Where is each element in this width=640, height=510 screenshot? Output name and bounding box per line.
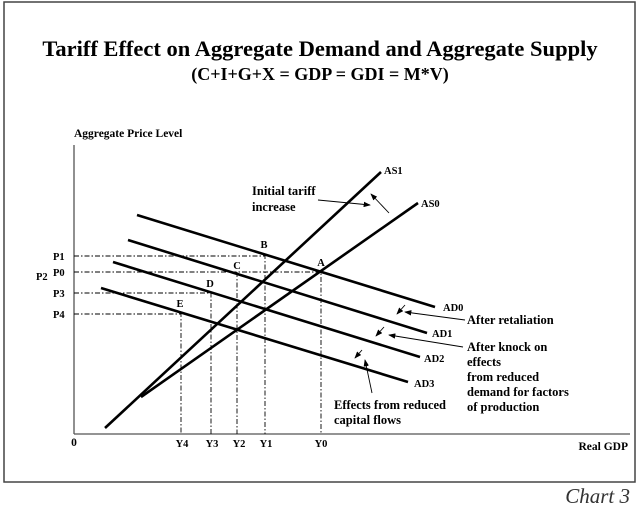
point-a: A: [317, 258, 325, 269]
frame: [3, 1, 636, 483]
capital-flows-arrow: [363, 359, 373, 394]
guide-b: [74, 255, 266, 434]
origin-label: 0: [71, 437, 77, 449]
chart-number: Chart 3: [565, 484, 630, 508]
knock-on-label-line2: effects: [467, 355, 501, 369]
price-p3: P3: [53, 289, 65, 300]
price-p2: P2: [36, 272, 48, 283]
output-y3: Y3: [206, 439, 219, 450]
point-c: C: [233, 261, 241, 272]
ad2-curve: [112, 260, 421, 359]
after-retaliation-label: After retaliation: [467, 313, 554, 327]
as-shift-arrow: [370, 193, 390, 214]
output-y0: Y0: [315, 439, 328, 450]
output-y2: Y2: [233, 439, 246, 450]
capital-flows-label-line1: Effects from reduced: [334, 398, 446, 412]
ad3-curve: [100, 286, 409, 384]
price-p4: P4: [53, 310, 65, 321]
chart-subtitle: (C+I+G+X = GDP = GDI = M*V): [191, 64, 449, 85]
knock-on-label-line1: After knock on: [467, 340, 547, 354]
initial-tariff-label-line2: increase: [252, 200, 296, 214]
output-y4: Y4: [176, 439, 190, 450]
y-axis-label: Aggregate Price Level: [74, 128, 182, 140]
price-p0: P0: [53, 268, 65, 279]
guide-e: [74, 313, 182, 434]
price-p1: P1: [53, 252, 65, 263]
ad2-label: AD2: [424, 354, 444, 365]
ad1-curve: [127, 238, 428, 335]
as1-curve: [104, 171, 382, 429]
point-b: B: [260, 240, 267, 251]
knock-on-label-line5: of production: [467, 400, 539, 414]
after-retaliation-arrow: [404, 310, 466, 321]
ad3-label: AD3: [414, 379, 434, 390]
ad0-label: AD0: [443, 303, 463, 314]
ad-shift-arrow-1: [396, 304, 406, 315]
capital-flows-label-line2: capital flows: [334, 413, 401, 427]
knock-on-label-line3: from reduced: [467, 370, 539, 384]
x-axis-label: Real GDP: [578, 441, 628, 453]
knock-on-label-line4: demand for factors: [467, 385, 569, 399]
ad-shift-arrow-2: [375, 326, 385, 337]
output-y1: Y1: [260, 439, 273, 450]
as0-curve: [140, 201, 419, 399]
ad0-curve: [136, 213, 436, 309]
knock-on-arrow: [388, 333, 464, 348]
point-e: E: [176, 299, 183, 310]
chart-title: Tariff Effect on Aggregate Demand and Ag…: [42, 36, 598, 61]
ad-shift-arrow-3: [354, 349, 363, 359]
ad1-label: AD1: [432, 329, 452, 340]
initial-tariff-label-line1: Initial tariff: [252, 184, 316, 198]
guide-a: [74, 271, 322, 434]
as0-label: AS0: [421, 199, 440, 210]
as1-label: AS1: [384, 166, 403, 177]
point-d: D: [206, 279, 214, 290]
initial-tariff-arrow: [317, 199, 371, 208]
